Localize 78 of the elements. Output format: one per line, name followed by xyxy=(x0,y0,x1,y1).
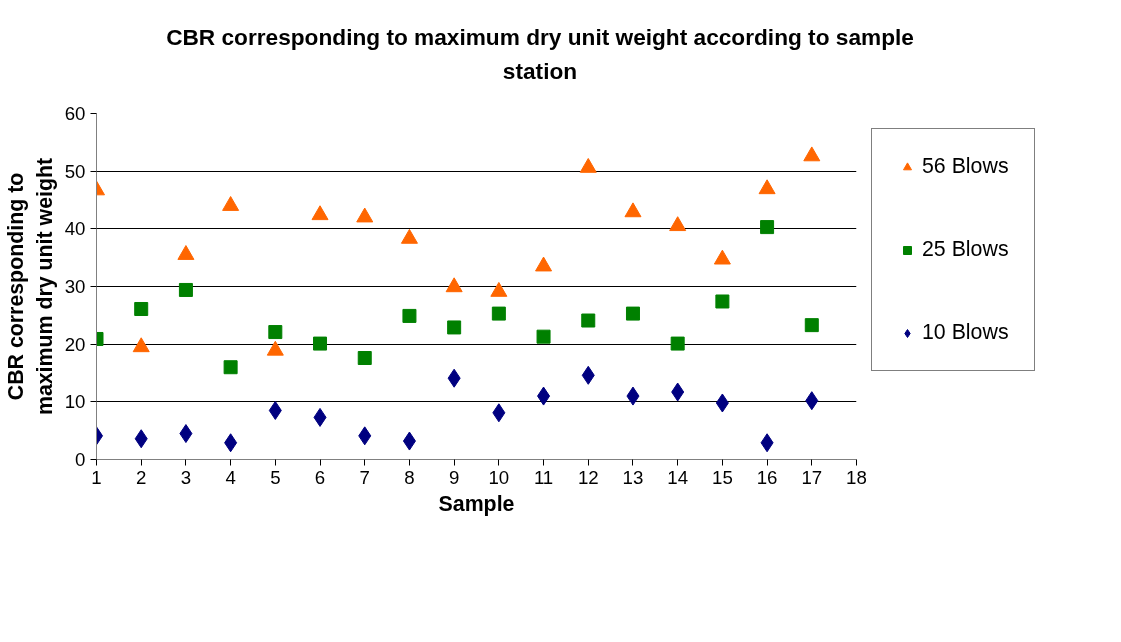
point xyxy=(491,306,506,321)
point xyxy=(402,431,416,451)
x-tick-label: 1 xyxy=(91,466,102,488)
point xyxy=(132,337,150,353)
point xyxy=(445,277,463,293)
point xyxy=(358,426,372,446)
point xyxy=(537,386,551,406)
point xyxy=(266,340,284,356)
point xyxy=(134,301,149,316)
point xyxy=(581,365,595,385)
point xyxy=(224,433,238,453)
point xyxy=(579,157,597,173)
x-tick-label: 15 xyxy=(712,466,733,488)
point xyxy=(671,382,685,402)
point xyxy=(356,207,374,223)
point xyxy=(268,325,283,340)
x-tick-label: 8 xyxy=(404,466,415,488)
point xyxy=(536,329,551,344)
point xyxy=(490,281,508,297)
y-tick-label: 0 xyxy=(75,449,86,470)
x-tick-label: 11 xyxy=(533,466,554,488)
x-tick-label: 13 xyxy=(622,466,644,488)
point xyxy=(223,360,238,375)
point xyxy=(758,179,776,195)
point xyxy=(400,228,418,244)
point xyxy=(177,245,195,260)
point xyxy=(535,256,553,272)
x-tick-label: 16 xyxy=(756,466,778,488)
y-axis-title: CBR corresponding to maximum dry unit weight xyxy=(3,157,57,416)
point xyxy=(313,407,327,427)
point xyxy=(357,351,372,366)
x-tick-label: 2 xyxy=(136,466,147,488)
x-axis-title: Sample xyxy=(438,491,515,516)
x-tick-label: 4 xyxy=(225,466,236,488)
x-tick-label: 6 xyxy=(314,466,326,488)
chart-title: CBR corresponding to maximum dry unit weight according to sample station xyxy=(166,23,914,86)
point xyxy=(803,146,821,162)
point xyxy=(178,282,193,297)
x-tick-label: 9 xyxy=(448,466,460,488)
point xyxy=(760,433,774,453)
point xyxy=(669,216,687,232)
x-tick-label: 12 xyxy=(577,466,599,488)
point xyxy=(581,313,596,328)
point xyxy=(402,308,417,323)
legend-label: 25 Blows xyxy=(922,237,1009,262)
x-tick-label: 7 xyxy=(359,466,370,488)
y-tick-label: 30 xyxy=(64,276,86,297)
legend-label: 56 Blows xyxy=(922,154,1009,179)
point xyxy=(311,205,329,221)
legend-label: 10 Blows xyxy=(922,320,1009,345)
point xyxy=(268,400,282,420)
point xyxy=(804,318,819,333)
point xyxy=(715,294,730,309)
point xyxy=(313,336,328,351)
point xyxy=(447,320,462,335)
y-tick-label: 10 xyxy=(64,391,86,413)
y-tick-label: 60 xyxy=(64,103,86,124)
x-tick-label: 14 xyxy=(667,466,689,488)
point xyxy=(713,249,731,265)
y-tick-label: 40 xyxy=(64,218,86,240)
y-tick-label: 20 xyxy=(64,333,86,355)
point xyxy=(805,391,819,411)
x-tick-label: 5 xyxy=(270,466,281,488)
point xyxy=(492,403,506,423)
point xyxy=(625,306,640,321)
point xyxy=(624,202,642,218)
x-tick-label: 10 xyxy=(488,466,510,488)
x-tick-label: 18 xyxy=(846,466,867,488)
point xyxy=(134,429,148,449)
x-tick-label: 17 xyxy=(801,466,823,488)
point xyxy=(715,393,729,413)
x-tick-label: 3 xyxy=(180,466,192,488)
y-tick-label: 50 xyxy=(64,160,86,182)
point xyxy=(447,368,461,388)
point xyxy=(670,336,685,351)
point xyxy=(179,424,193,444)
point xyxy=(626,386,640,406)
point xyxy=(222,196,240,211)
